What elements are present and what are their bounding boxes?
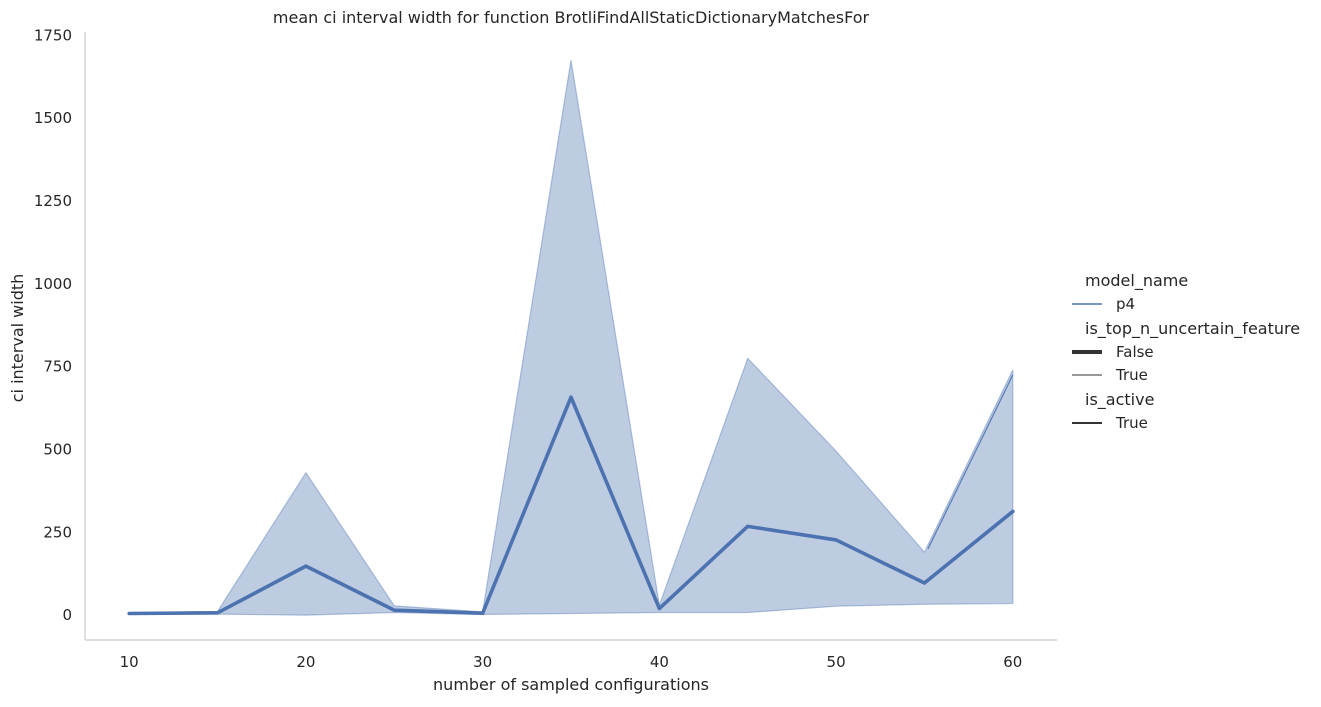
y-tick-label: 750 [43,358,72,376]
y-tick-label: 500 [43,440,72,458]
tick-labels: 10 20 30 40 50 60 0 250 500 750 1000 1250 1500 1750 [34,26,1023,671]
x-tick-label: 20 [296,653,315,671]
series-line-0 [127,395,1015,616]
ci-band-0 [128,60,1014,616]
y-axis-label: ci interval width [8,274,27,403]
legend-entry-label: p4 [1116,295,1135,313]
legend-entry-label: True [1115,414,1148,432]
x-tick-label: 50 [827,653,846,671]
y-tick-label: 1500 [34,109,72,127]
x-tick-label: 60 [1003,653,1022,671]
y-tick-label: 250 [43,523,72,541]
y-tick-label: 0 [62,606,72,624]
legend-entry-label: True [1115,366,1148,384]
y-tick-label: 1250 [34,192,72,210]
legend: model_name p4 is_top_n_uncertain_feature Fa… [1072,271,1300,432]
legend-title: is_active [1085,390,1154,410]
y-tick-label: 1000 [34,275,72,293]
legend-title: model_name [1085,271,1188,291]
plot-area [127,60,1015,616]
chart-title: mean ci interval width for function Brot… [273,8,870,27]
legend-title: is_top_n_uncertain_feature [1085,319,1300,339]
x-tick-label: 10 [120,653,139,671]
x-tick-label: 40 [650,653,669,671]
legend-entry-label: False [1116,343,1154,361]
x-axis-label: number of sampled configurations [433,675,709,694]
x-tick-label: 30 [473,653,492,671]
y-tick-label: 1750 [34,26,72,44]
series-line-true [927,374,1014,550]
